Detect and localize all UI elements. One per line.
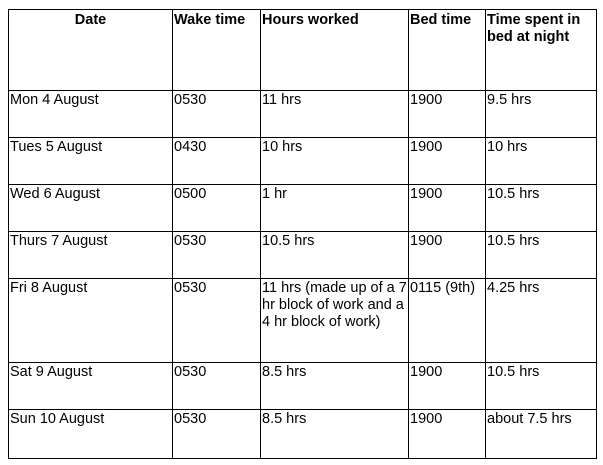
table-row: Tues 5 August 0430 10 hrs 1900 10 hrs <box>8 137 597 185</box>
cell-hours-worked: 10.5 hrs <box>260 231 409 279</box>
cell-date: Tues 5 August <box>8 137 173 185</box>
cell-date: Sun 10 August <box>8 409 173 459</box>
table-row: Sun 10 August 0530 8.5 hrs 1900 about 7.… <box>8 409 597 459</box>
header-row: Date Wake time Hours worked Bed time Tim… <box>8 9 597 91</box>
cell-hours-worked: 10 hrs <box>260 137 409 185</box>
cell-wake-time: 0530 <box>172 90 261 138</box>
cell-time-in-bed: 4.25 hrs <box>485 278 597 363</box>
cell-hours-worked: 8.5 hrs <box>260 362 409 410</box>
cell-wake-time: 0500 <box>172 184 261 232</box>
cell-time-in-bed: 10.5 hrs <box>485 231 597 279</box>
cell-wake-time: 0530 <box>172 231 261 279</box>
table-row: Wed 6 August 0500 1 hr 1900 10.5 hrs <box>8 184 597 232</box>
cell-hours-worked: 11 hrs (made up of a 7 hr block of work … <box>260 278 409 363</box>
cell-hours-worked: 8.5 hrs <box>260 409 409 459</box>
table-row: Thurs 7 August 0530 10.5 hrs 1900 10.5 h… <box>8 231 597 279</box>
cell-time-in-bed: about 7.5 hrs <box>485 409 597 459</box>
cell-date: Thurs 7 August <box>8 231 173 279</box>
cell-hours-worked: 11 hrs <box>260 90 409 138</box>
cell-bed-time: 0115 (9th) <box>408 278 486 363</box>
header-hours-worked: Hours worked <box>260 9 409 91</box>
cell-time-in-bed: 9.5 hrs <box>485 90 597 138</box>
cell-time-in-bed: 10.5 hrs <box>485 184 597 232</box>
header-bed-time: Bed time <box>408 9 486 91</box>
cell-date: Mon 4 August <box>8 90 173 138</box>
table-row: Sat 9 August 0530 8.5 hrs 1900 10.5 hrs <box>8 362 597 410</box>
cell-date: Fri 8 August <box>8 278 173 363</box>
cell-bed-time: 1900 <box>408 90 486 138</box>
header-date: Date <box>8 9 173 91</box>
cell-date: Sat 9 August <box>8 362 173 410</box>
cell-bed-time: 1900 <box>408 231 486 279</box>
work-rest-table: Date Wake time Hours worked Bed time Tim… <box>8 9 597 459</box>
cell-bed-time: 1900 <box>408 137 486 185</box>
table-row: Fri 8 August 0530 11 hrs (made up of a 7… <box>8 278 597 363</box>
cell-wake-time: 0530 <box>172 278 261 363</box>
header-time-in-bed: Time spent in bed at night <box>485 9 597 91</box>
cell-time-in-bed: 10.5 hrs <box>485 362 597 410</box>
cell-bed-time: 1900 <box>408 409 486 459</box>
cell-wake-time: 0430 <box>172 137 261 185</box>
table-row: Mon 4 August 0530 11 hrs 1900 9.5 hrs <box>8 90 597 138</box>
cell-hours-worked: 1 hr <box>260 184 409 232</box>
cell-time-in-bed: 10 hrs <box>485 137 597 185</box>
cell-bed-time: 1900 <box>408 362 486 410</box>
cell-date: Wed 6 August <box>8 184 173 232</box>
cell-wake-time: 0530 <box>172 362 261 410</box>
cell-bed-time: 1900 <box>408 184 486 232</box>
header-wake-time: Wake time <box>172 9 261 91</box>
cell-wake-time: 0530 <box>172 409 261 459</box>
